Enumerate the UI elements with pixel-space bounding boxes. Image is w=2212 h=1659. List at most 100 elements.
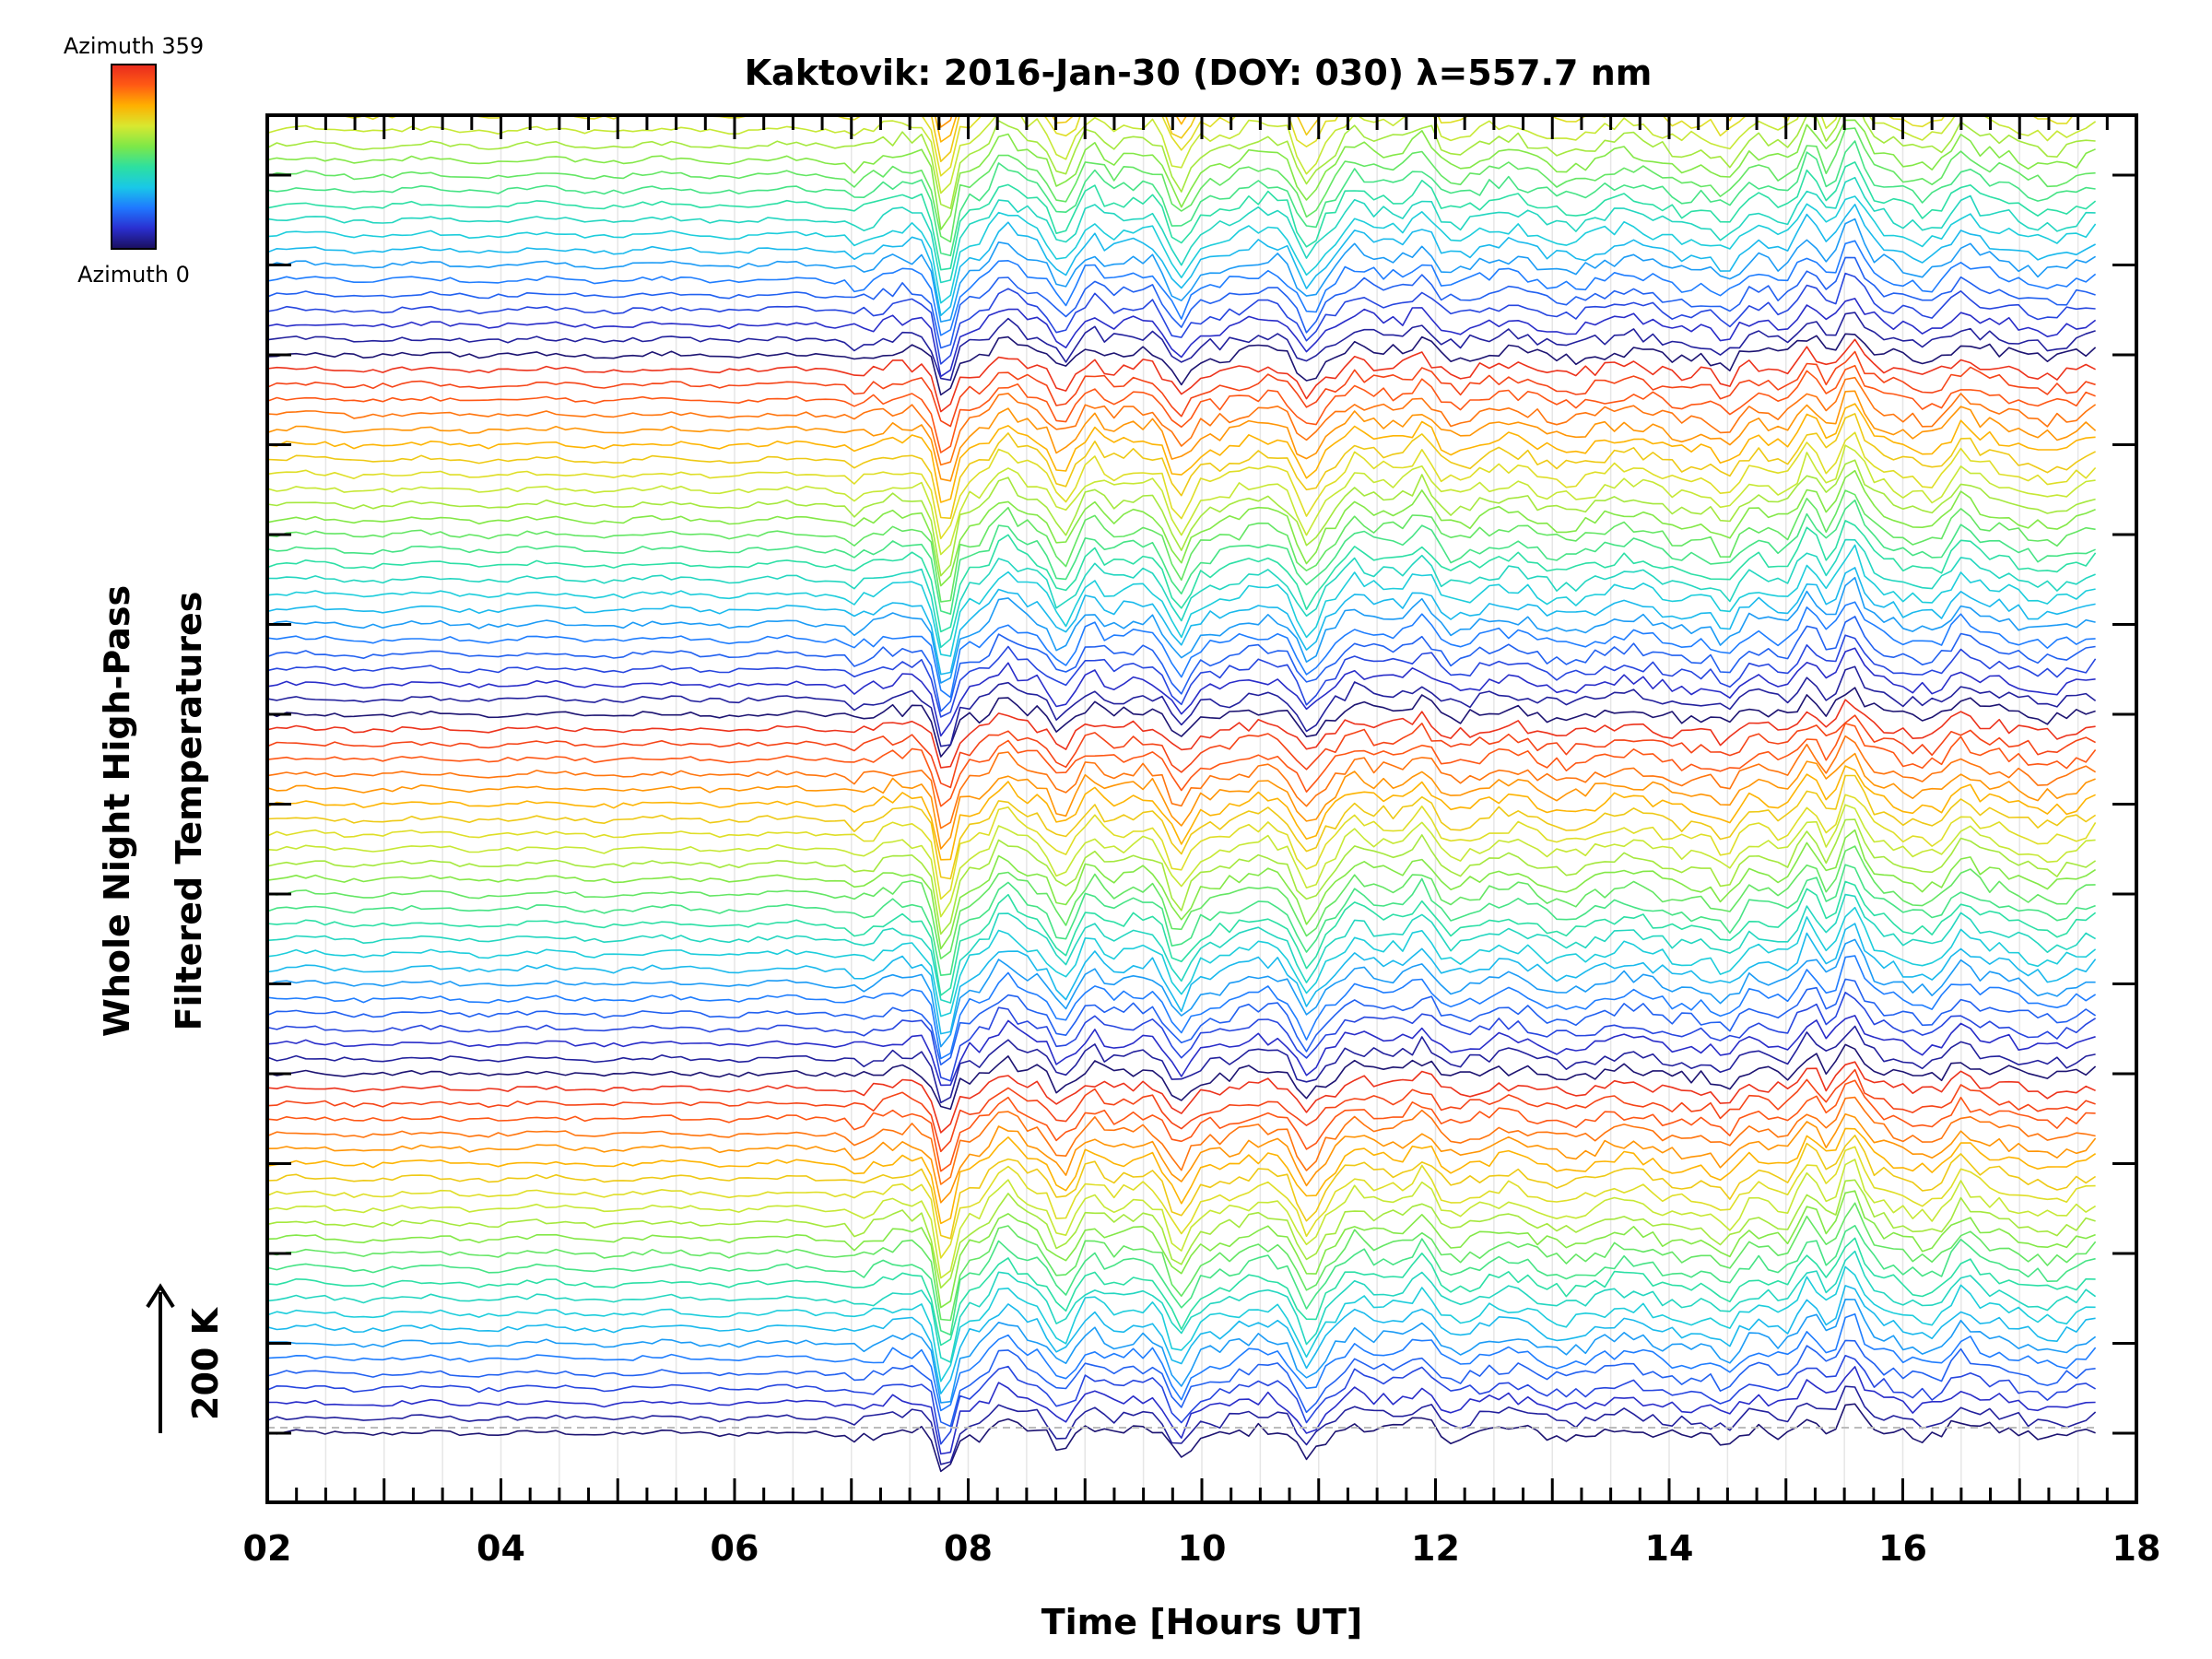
x-tick-label: 04 [477,1528,525,1569]
azimuth-trace [267,1225,2096,1335]
azimuth-trace [267,1159,2097,1279]
azimuth-trace [267,752,2096,850]
azimuth-trace [267,1385,2097,1465]
azimuth-trace [267,218,2097,323]
azimuth-trace [267,431,2097,540]
azimuth-trace [267,1113,2097,1204]
azimuth-trace [267,616,2096,712]
azimuth-trace [267,0,2096,2]
azimuth-trace [267,115,2096,209]
azimuth-trace [267,0,2096,52]
azimuth-trace [267,1135,2097,1240]
azimuth-trace [267,119,2096,230]
azimuth-trace [267,459,2096,577]
azimuth-trace [267,1339,2096,1428]
azimuth-trace [267,499,2096,616]
azimuth-trace [267,804,2096,918]
azimuth-trace [267,364,2096,453]
azimuth-trace [267,1179,2096,1289]
azimuth-trace [267,1096,2096,1185]
x-tick-label: 02 [243,1528,292,1569]
scale-label: 200 K [185,1306,226,1420]
azimuth-trace [267,115,2097,194]
azimuth-trace [267,687,2096,758]
scale-arrow-head [146,1283,175,1309]
azimuth-trace [267,906,2097,1018]
azimuth-trace [267,1285,2096,1394]
azimuth-trace [267,735,2097,830]
azimuth-trace [267,272,2096,365]
azimuth-trace [267,893,2097,1004]
azimuth-trace [267,818,2097,935]
azimuth-trace [267,634,2097,718]
azimuth-trace [267,938,2096,1048]
x-tick-label: 14 [1645,1528,1694,1569]
azimuth-trace [267,1015,2096,1087]
azimuth-trace [267,699,2096,769]
azimuth-trace [267,1127,2097,1225]
azimuth-trace [267,1068,2096,1153]
azimuth-trace [267,1355,2096,1445]
azimuth-trace [934,115,1318,143]
azimuth-trace [267,140,2096,257]
azimuth-trace [267,978,2097,1065]
colorbar-gradient [111,64,157,250]
azimuth-trace [267,1312,2097,1412]
azimuth-trace [267,864,2096,976]
azimuth-trace [267,444,2096,556]
colorbar-bottom-label: Azimuth 0 [77,262,190,288]
azimuth-trace [267,992,2097,1082]
azimuth-trace [267,567,2096,676]
azimuth-trace [267,204,2096,317]
x-tick-label: 08 [944,1528,993,1569]
azimuth-trace [267,955,2097,1060]
x-tick-label: 10 [1178,1528,1227,1569]
azimuth-trace [267,1190,2096,1309]
azimuth-trace [267,312,2096,382]
azimuth-trace [930,115,1734,162]
azimuth-trace [267,1025,2096,1104]
azimuth-trace [267,576,2096,684]
colorbar-top-label: Azimuth 359 [64,33,204,59]
azimuth-traces [267,0,2097,1473]
azimuth-trace [267,544,2096,657]
azimuth-trace [267,298,2097,378]
azimuth-trace [267,601,2096,699]
azimuth-trace [267,350,2096,428]
vertical-gridlines [324,115,2079,1502]
azimuth-trace [267,1237,2096,1347]
azimuth-colorbar: Azimuth 359 Azimuth 0 [64,33,204,288]
azimuth-trace [267,880,2097,996]
azimuth-trace [267,774,2097,880]
azimuth-trace [267,1403,2096,1473]
x-tick-labels: 02 04 06 08 10 12 14 16 18 [243,1528,2161,1569]
azimuth-trace [267,1366,2096,1455]
azimuth-trace [267,723,2097,807]
azimuth-trace [267,489,2096,603]
x-tick-label: 06 [711,1528,759,1569]
y-axis-title-line1: Whole Night High-Pass [97,585,137,1037]
x-tick-label: 12 [1411,1528,1460,1569]
azimuth-trace [267,765,2096,861]
azimuth-trace [267,127,2096,243]
axis-ticks [265,115,2138,1502]
azimuth-trace [267,195,2097,304]
azimuth-trace [267,0,2096,18]
azimuth-trace [267,714,2096,789]
azimuth-trace [267,0,2096,29]
azimuth-trace [267,1079,2096,1172]
azimuth-trace [267,1265,2096,1382]
y-axis-title-line2: Filtered Temperatures [169,592,209,1031]
azimuth-trace [267,333,2097,396]
azimuth-trace [267,1146,2096,1259]
azimuth-trace [267,256,2096,349]
azimuth-trace [267,376,2097,466]
azimuth-trace [267,845,2096,959]
azimuth-trace [267,1299,2097,1404]
azimuth-trace [267,240,2097,336]
x-tick-label: 18 [2112,1528,2161,1569]
azimuth-trace [267,665,2097,747]
azimuth-trace [267,923,2097,1035]
chart-title: Kaktovik: 2016-Jan-30 (DOY: 030) λ=557.7… [745,53,1653,93]
